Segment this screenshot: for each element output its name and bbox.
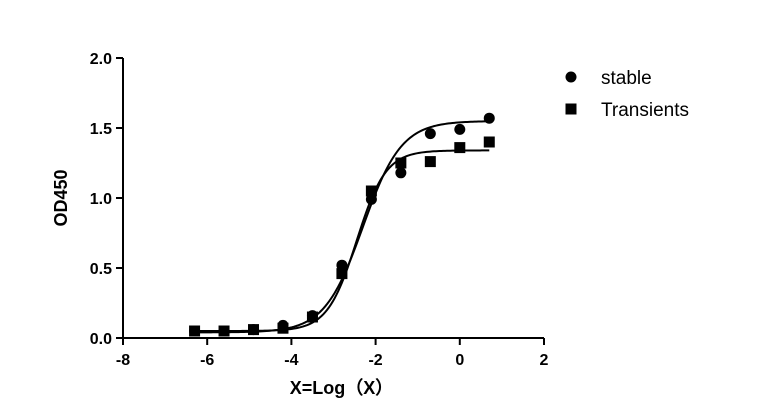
point-transients: [248, 324, 260, 336]
legend-label: stable: [601, 68, 652, 89]
legend: stable Transients: [565, 68, 689, 121]
y-tick-label: 1.5: [90, 121, 112, 138]
point-transients: [336, 268, 348, 280]
x-tick-label: -8: [116, 352, 130, 369]
point-transients: [365, 185, 377, 197]
x-ticks: -8 -6 -4 -2 0 2: [116, 338, 549, 369]
x-tick-label: -2: [368, 352, 382, 369]
x-tick-label: -4: [284, 352, 298, 369]
y-tick-label: 1.0: [90, 191, 112, 208]
x-axis-title: X=Log（X）: [290, 378, 394, 398]
point-transients: [277, 322, 289, 334]
x-tick-label: 0: [455, 352, 464, 369]
x-tick-label: 2: [540, 352, 549, 369]
point-stable: [454, 123, 466, 135]
x-tick-label: -6: [200, 352, 214, 369]
y-tick-label: 0.0: [90, 331, 112, 348]
point-stable: [483, 112, 495, 124]
fit-curve-transients: [194, 149, 490, 332]
point-stable: [395, 167, 407, 179]
data-points: [189, 112, 495, 337]
point-stable: [336, 259, 348, 271]
point-transients: [454, 142, 466, 154]
point-transients: [483, 136, 495, 148]
legend-label: Transients: [601, 100, 689, 121]
fit-curve-stable: [194, 120, 490, 334]
point-transients: [218, 325, 230, 337]
point-transients: [306, 311, 318, 323]
point-transients: [424, 156, 436, 168]
legend-marker-circle: [565, 71, 577, 83]
fit-curves: [194, 120, 490, 334]
y-ticks: 0.0 0.5 1.0 1.5 2.0: [90, 51, 123, 348]
y-tick-label: 0.5: [90, 261, 112, 278]
point-transients: [189, 325, 201, 337]
legend-marker-square: [565, 103, 577, 115]
y-tick-label: 2.0: [90, 51, 112, 68]
y-axis-title: OD450: [51, 169, 71, 226]
point-stable: [424, 128, 436, 140]
point-transients: [395, 157, 407, 169]
point-stable: [365, 193, 377, 205]
